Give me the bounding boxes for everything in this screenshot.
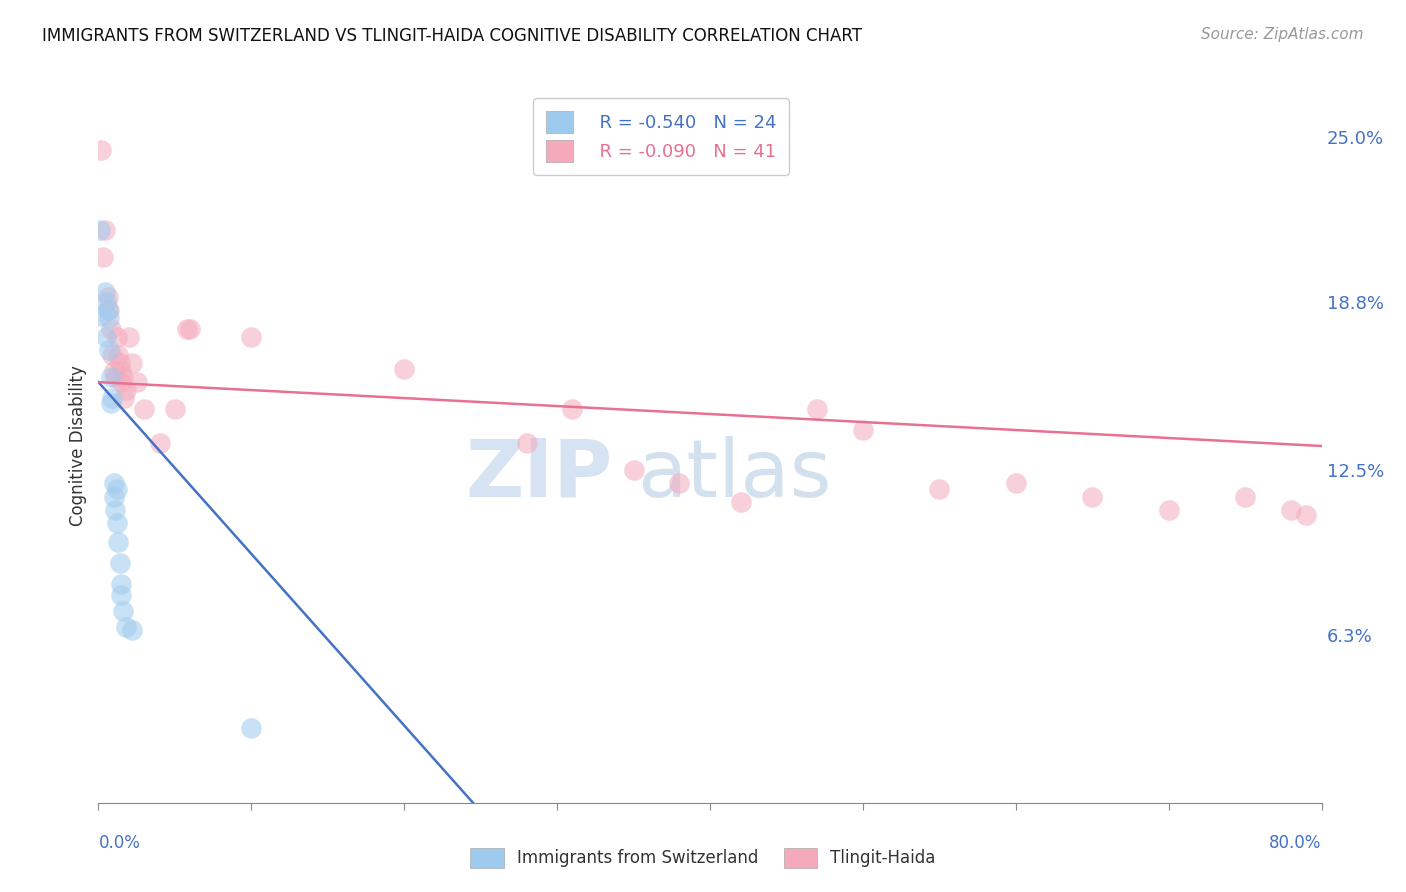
- Point: [623, 463, 645, 477]
- Point: [93, 223, 115, 237]
- Point: [107, 349, 129, 363]
- Text: IMMIGRANTS FROM SWITZERLAND VS TLINGIT-HAIDA COGNITIVE DISABILITY CORRELATION CH: IMMIGRANTS FROM SWITZERLAND VS TLINGIT-H…: [42, 27, 862, 45]
- Point: [730, 495, 752, 509]
- Y-axis label: Cognitive Disability: Cognitive Disability: [69, 366, 87, 526]
- Point: [1279, 503, 1302, 517]
- Point: [1081, 490, 1104, 504]
- Point: [240, 330, 263, 344]
- Point: [111, 604, 134, 618]
- Point: [108, 556, 131, 570]
- Point: [110, 375, 132, 389]
- Point: [98, 311, 121, 326]
- Point: [104, 369, 127, 384]
- Point: [134, 401, 156, 416]
- Point: [121, 623, 143, 637]
- Text: ZIP: ZIP: [465, 435, 612, 514]
- Legend: Immigrants from Switzerland, Tlingit-Haida: Immigrants from Switzerland, Tlingit-Hai…: [464, 841, 942, 875]
- Point: [107, 534, 129, 549]
- Point: [97, 303, 120, 318]
- Point: [806, 401, 828, 416]
- Text: Source: ZipAtlas.com: Source: ZipAtlas.com: [1201, 27, 1364, 42]
- Point: [240, 721, 263, 735]
- Point: [93, 285, 115, 299]
- Point: [928, 482, 950, 496]
- Point: [111, 369, 134, 384]
- Point: [163, 401, 186, 416]
- Text: 0.0%: 0.0%: [98, 834, 141, 852]
- Point: [125, 375, 148, 389]
- Point: [94, 295, 117, 310]
- Text: 80.0%: 80.0%: [1270, 834, 1322, 852]
- Point: [97, 290, 120, 304]
- Point: [516, 436, 538, 450]
- Point: [101, 349, 124, 363]
- Point: [118, 330, 141, 344]
- Point: [104, 503, 127, 517]
- Point: [91, 250, 114, 264]
- Point: [179, 322, 201, 336]
- Point: [105, 330, 128, 344]
- Point: [90, 309, 112, 323]
- Point: [1234, 490, 1257, 504]
- Point: [110, 577, 132, 591]
- Point: [108, 356, 131, 370]
- Point: [103, 364, 125, 378]
- Point: [110, 364, 132, 378]
- Point: [668, 476, 690, 491]
- Point: [100, 396, 122, 410]
- Point: [100, 369, 122, 384]
- Point: [101, 391, 124, 405]
- Point: [110, 588, 132, 602]
- Point: [89, 223, 111, 237]
- Point: [98, 343, 121, 358]
- Point: [98, 303, 121, 318]
- Point: [115, 620, 138, 634]
- Text: atlas: atlas: [637, 435, 831, 514]
- Point: [103, 490, 125, 504]
- Point: [852, 423, 875, 437]
- Point: [103, 476, 125, 491]
- Point: [90, 144, 112, 158]
- Point: [1295, 508, 1317, 523]
- Point: [561, 401, 583, 416]
- Point: [100, 322, 122, 336]
- Point: [94, 330, 117, 344]
- Point: [121, 356, 143, 370]
- Point: [115, 383, 138, 397]
- Point: [105, 516, 128, 531]
- Point: [1157, 503, 1180, 517]
- Point: [112, 391, 135, 405]
- Point: [176, 322, 198, 336]
- Point: [392, 361, 416, 376]
- Point: [105, 482, 128, 496]
- Point: [1004, 476, 1026, 491]
- Legend:   R = -0.540   N = 24,   R = -0.090   N = 41: R = -0.540 N = 24, R = -0.090 N = 41: [533, 98, 789, 175]
- Point: [149, 436, 172, 450]
